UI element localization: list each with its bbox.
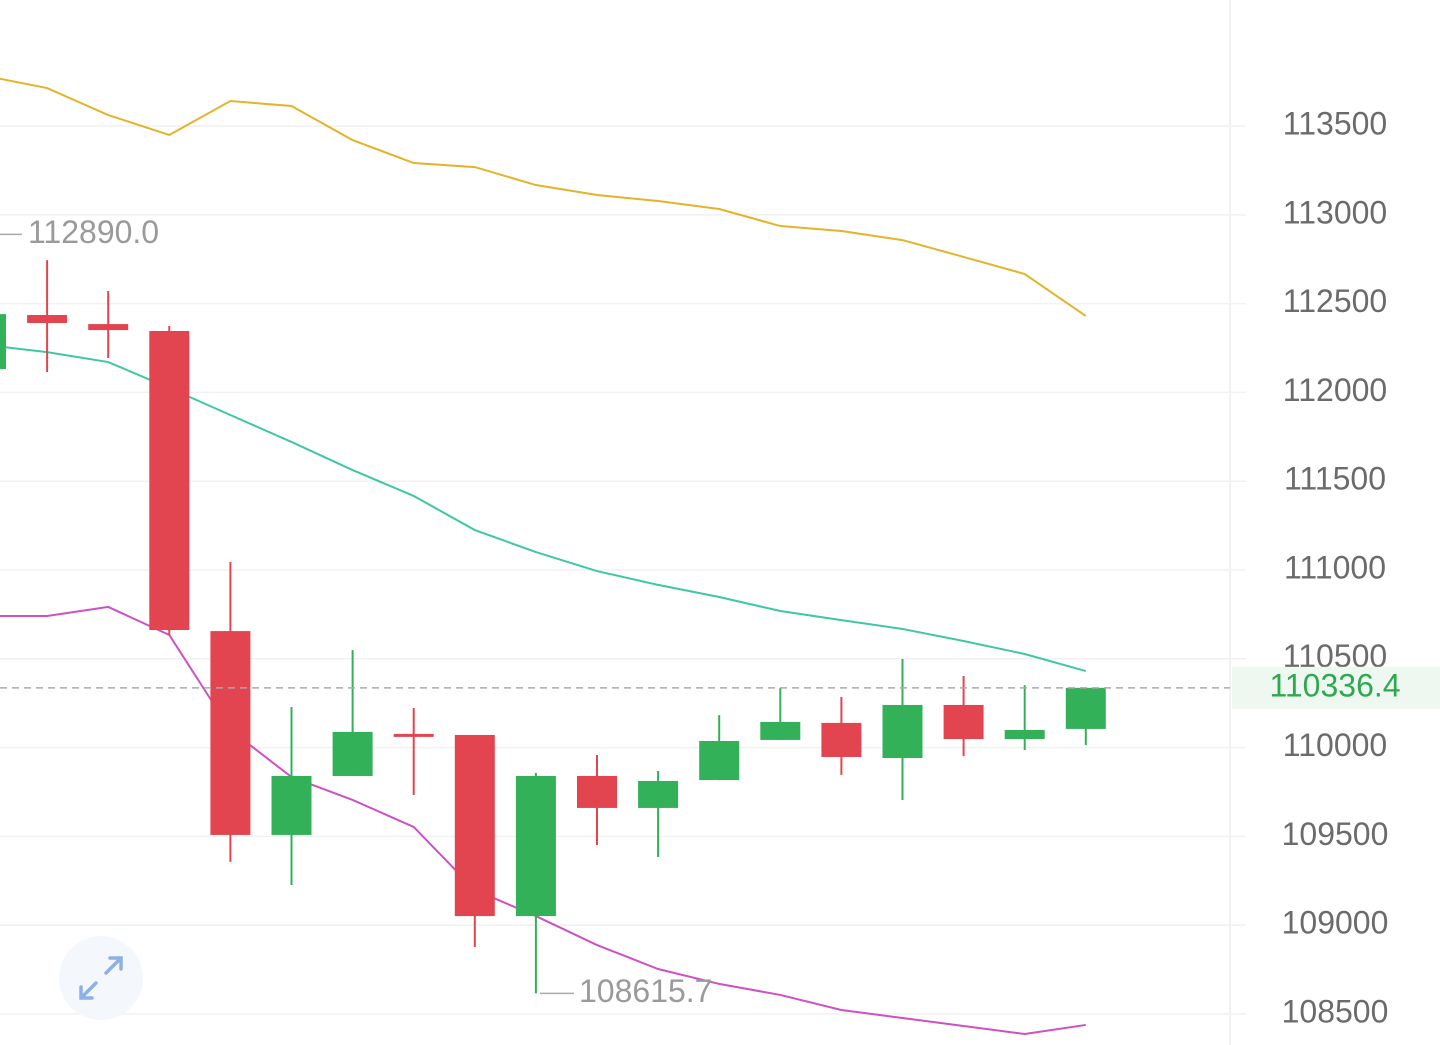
candle-body xyxy=(1004,729,1045,740)
plot-area xyxy=(0,77,1106,1035)
grid xyxy=(0,125,1246,1015)
current-price-label: 110336.4 xyxy=(1269,667,1400,703)
candle-body xyxy=(1065,687,1106,729)
y-tick-label: 113000 xyxy=(1283,194,1387,230)
expand-button-bg[interactable] xyxy=(59,936,143,1020)
current-price-bg xyxy=(1232,666,1440,709)
candle-body xyxy=(638,780,679,808)
extreme-label: 112890.0 xyxy=(28,214,159,250)
y-tick-label: 110000 xyxy=(1283,727,1387,763)
candle-body xyxy=(760,722,801,740)
y-tick-label: 112000 xyxy=(1283,372,1387,408)
y-tick-label: 113500 xyxy=(1283,106,1387,142)
candle-body xyxy=(577,775,617,808)
expand-icon xyxy=(79,956,123,1000)
candle-body xyxy=(515,775,556,917)
y-tick-label: 111000 xyxy=(1284,549,1386,585)
candle-body xyxy=(271,775,312,835)
y-tick-label: 109000 xyxy=(1282,905,1389,941)
candle-body xyxy=(821,722,862,757)
band-line xyxy=(0,77,1087,317)
y-tick-label: 111500 xyxy=(1284,461,1386,497)
candle-body xyxy=(882,704,923,759)
y-tick-label: 109500 xyxy=(1282,816,1389,852)
candle-body xyxy=(943,704,984,740)
candle-body xyxy=(332,731,373,776)
y-axis: 1085001090001095001100001105001110001115… xyxy=(1282,106,1389,1030)
candle-body xyxy=(149,330,190,631)
candle-body xyxy=(27,315,68,323)
candle-body xyxy=(0,314,6,369)
candle-body xyxy=(88,324,129,331)
expand-button[interactable] xyxy=(59,936,143,1020)
candle-body xyxy=(393,733,434,737)
y-tick-label: 108500 xyxy=(1282,993,1389,1029)
candle-body xyxy=(699,741,740,781)
y-tick-label: 112500 xyxy=(1283,283,1387,319)
extreme-label: 108615.7 xyxy=(579,973,712,1009)
candle-body xyxy=(210,631,251,835)
candle-body xyxy=(454,734,495,917)
